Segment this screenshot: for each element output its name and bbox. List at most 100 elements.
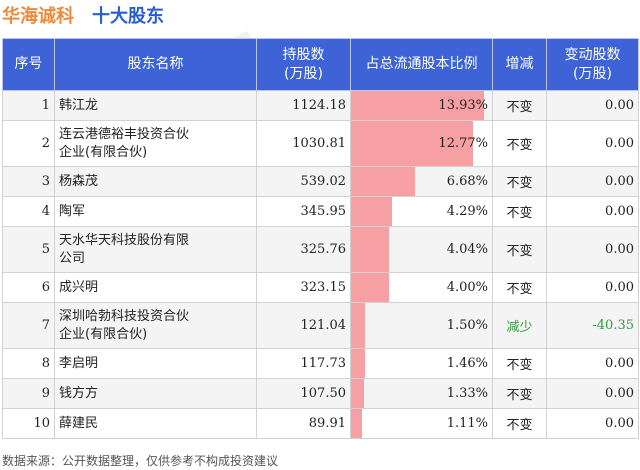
change-status: 不变: [492, 166, 547, 197]
row-no: 1: [2, 90, 55, 121]
row-no: 8: [2, 348, 55, 379]
shares-held: 107.50: [256, 378, 351, 409]
ratio-value: 4.00%: [446, 280, 488, 295]
ratio-bar: [351, 167, 415, 196]
table-row: 10 薛建民 89.91 1.11% 不变 0.00: [2, 408, 639, 439]
change-status: 不变: [492, 408, 547, 439]
shares-held: 323.15: [256, 272, 351, 303]
change-status: 不变: [492, 196, 547, 227]
ratio-bar: [351, 303, 366, 348]
table-row: 2 连云港德裕丰投资合伙 企业(有限合伙) 1030.81 12.77% 不变 0.00: [2, 120, 639, 167]
delta-shares: 0.00: [546, 226, 639, 273]
shares-held: 1030.81: [256, 120, 351, 167]
data-source-note: 数据来源：公开数据整理，仅供参考不构成投资建议: [2, 454, 279, 468]
change-status: 不变: [492, 378, 547, 409]
shareholder-name: 李启明: [54, 348, 257, 379]
table-row: 4 陶军 345.95 4.29% 不变 0.00: [2, 196, 639, 227]
delta-shares: 0.00: [546, 378, 639, 409]
header-delta: 变动股数 (万股): [546, 38, 639, 91]
row-no: 6: [2, 272, 55, 303]
shareholder-name: 钱方方: [54, 378, 257, 409]
table-row: 3 杨森茂 539.02 6.68% 不变 0.00: [2, 166, 639, 197]
row-no: 3: [2, 166, 55, 197]
ratio-cell: 12.77%: [350, 120, 493, 167]
section-title: 十大股东: [92, 6, 164, 27]
ratio-cell: 1.11%: [350, 408, 493, 439]
row-no: 9: [2, 378, 55, 409]
ratio-value: 1.50%: [446, 318, 488, 333]
shares-held: 539.02: [256, 166, 351, 197]
shares-held: 1124.18: [256, 90, 351, 121]
delta-shares: 0.00: [546, 408, 639, 439]
ratio-value: 1.11%: [446, 416, 488, 431]
header-name: 股东名称: [54, 38, 257, 91]
change-status: 不变: [492, 226, 547, 273]
ratio-cell: 1.50%: [350, 302, 493, 349]
ratio-value: 13.93%: [438, 98, 488, 113]
ratio-cell: 1.46%: [350, 348, 493, 379]
company-title: 华海诚科: [2, 6, 74, 27]
ratio-bar: [351, 273, 390, 302]
table-row: 8 李启明 117.73 1.46% 不变 0.00: [2, 348, 639, 379]
table-header-row: 序号 股东名称 持股数 (万股) 占总流通股本比例 增减 变动股数 (万股): [2, 38, 639, 91]
change-status: 不变: [492, 120, 547, 167]
ratio-bar: [351, 197, 392, 226]
delta-shares: 0.00: [546, 120, 639, 167]
row-no: 4: [2, 196, 55, 227]
header-ratio: 占总流通股本比例: [350, 38, 493, 91]
shareholder-name: 成兴明: [54, 272, 257, 303]
shares-held: 121.04: [256, 302, 351, 349]
delta-shares: 0.00: [546, 272, 639, 303]
shareholder-name: 天水华天科技股份有限 公司: [54, 226, 257, 273]
ratio-value: 12.77%: [438, 136, 488, 151]
table-row: 9 钱方方 107.50 1.33% 不变 0.00: [2, 378, 639, 409]
ratio-value: 4.29%: [446, 204, 488, 219]
ratio-bar: [351, 121, 473, 166]
row-no: 2: [2, 120, 55, 167]
ratio-cell: 4.29%: [350, 196, 493, 227]
ratio-cell: 13.93%: [350, 90, 493, 121]
ratio-bar: [351, 379, 364, 408]
ratio-bar: [351, 409, 362, 438]
delta-shares: 0.00: [546, 348, 639, 379]
ratio-bar: [351, 91, 484, 120]
shareholder-name: 韩江龙: [54, 90, 257, 121]
ratio-cell: 1.33%: [350, 378, 493, 409]
delta-shares: 0.00: [546, 196, 639, 227]
delta-shares: 0.00: [546, 166, 639, 197]
ratio-value: 1.46%: [446, 356, 488, 371]
title-bar: 华海诚科 十大股东: [0, 0, 640, 34]
shareholder-name: 陶军: [54, 196, 257, 227]
ratio-bar: [351, 227, 390, 272]
row-no: 10: [2, 408, 55, 439]
ratio-value: 1.33%: [446, 386, 488, 401]
ratio-cell: 4.00%: [350, 272, 493, 303]
change-status: 减少: [492, 302, 547, 349]
shareholder-name: 杨森茂: [54, 166, 257, 197]
shareholder-name: 连云港德裕丰投资合伙 企业(有限合伙): [54, 120, 257, 167]
header-shares: 持股数 (万股): [256, 38, 351, 91]
table-row: 5 天水华天科技股份有限 公司 325.76 4.04% 不变 0.00: [2, 226, 639, 273]
ratio-value: 6.68%: [446, 174, 488, 189]
table-row: 6 成兴明 323.15 4.00% 不变 0.00: [2, 272, 639, 303]
change-status: 不变: [492, 90, 547, 121]
shareholder-name: 薛建民: [54, 408, 257, 439]
shares-held: 345.95: [256, 196, 351, 227]
shares-held: 117.73: [256, 348, 351, 379]
change-status: 不变: [492, 348, 547, 379]
delta-shares: 0.00: [546, 90, 639, 121]
header-change: 增减: [492, 38, 547, 91]
table-row: 7 深圳哈勃科技投资合伙 企业(有限合伙) 121.04 1.50% 减少 -40.35: [2, 302, 639, 349]
delta-shares: -40.35: [546, 302, 639, 349]
shares-held: 325.76: [256, 226, 351, 273]
header-no: 序号: [2, 38, 55, 91]
shareholder-name: 深圳哈勃科技投资合伙 企业(有限合伙): [54, 302, 257, 349]
ratio-value: 4.04%: [446, 242, 488, 257]
row-no: 5: [2, 226, 55, 273]
change-status: 不变: [492, 272, 547, 303]
shares-held: 89.91: [256, 408, 351, 439]
ratio-bar: [351, 349, 365, 378]
ratio-cell: 6.68%: [350, 166, 493, 197]
table-row: 1 韩江龙 1124.18 13.93% 不变 0.00: [2, 90, 639, 121]
ratio-cell: 4.04%: [350, 226, 493, 273]
